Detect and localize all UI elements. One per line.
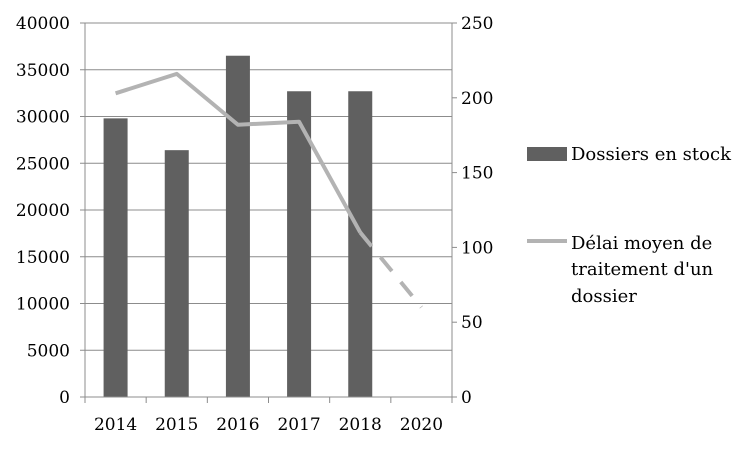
- left-tick-label: 35000: [16, 61, 70, 81]
- legend-swatch-bar: [527, 147, 567, 161]
- legend: Dossiers en stock Délai moyen de traitem…: [527, 144, 732, 307]
- right-tick-label: 100: [461, 238, 493, 258]
- bar: [164, 150, 189, 397]
- x-tick-label: 2014: [94, 415, 137, 435]
- left-tick-label: 5000: [27, 341, 70, 361]
- left-tick-label: 30000: [16, 108, 70, 128]
- right-tick-label: 0: [461, 388, 472, 408]
- gridlines: [80, 22, 457, 403]
- right-tick-label: 200: [461, 89, 493, 109]
- right-tick-label: 150: [461, 164, 493, 184]
- legend-label-line-3: dossier: [571, 286, 637, 307]
- axes: [84, 23, 453, 398]
- right-tick-label: 50: [461, 313, 483, 333]
- bar: [287, 91, 312, 397]
- legend-label-line-2: traitement d'un: [571, 259, 714, 280]
- x-tick-label: 2020: [400, 415, 443, 435]
- bar-series: [103, 55, 373, 398]
- tick-labels: 0 5000 10000 15000 20000 25000 30000 35000 40000…: [16, 14, 494, 435]
- x-tick-label: 2017: [277, 415, 320, 435]
- line-dashed-segment: [358, 231, 423, 309]
- x-tick-label: 2018: [339, 415, 382, 435]
- left-tick-label: 10000: [16, 295, 70, 315]
- bar: [225, 55, 250, 397]
- x-tick-label: 2016: [216, 415, 259, 435]
- legend-label-bar: Dossiers en stock: [571, 144, 732, 165]
- bar: [103, 118, 128, 398]
- left-tick-label: 25000: [16, 154, 70, 174]
- right-tick-label: 250: [461, 14, 493, 34]
- left-tick-label: 0: [59, 388, 70, 408]
- line-series: [114, 71, 423, 309]
- x-tick-label: 2015: [155, 415, 198, 435]
- left-tick-label: 40000: [16, 14, 70, 34]
- line-solid-segment: [114, 71, 363, 234]
- legend-label-line-1: Délai moyen de: [571, 233, 712, 254]
- left-tick-label: 20000: [16, 201, 70, 221]
- left-tick-label: 15000: [16, 248, 70, 268]
